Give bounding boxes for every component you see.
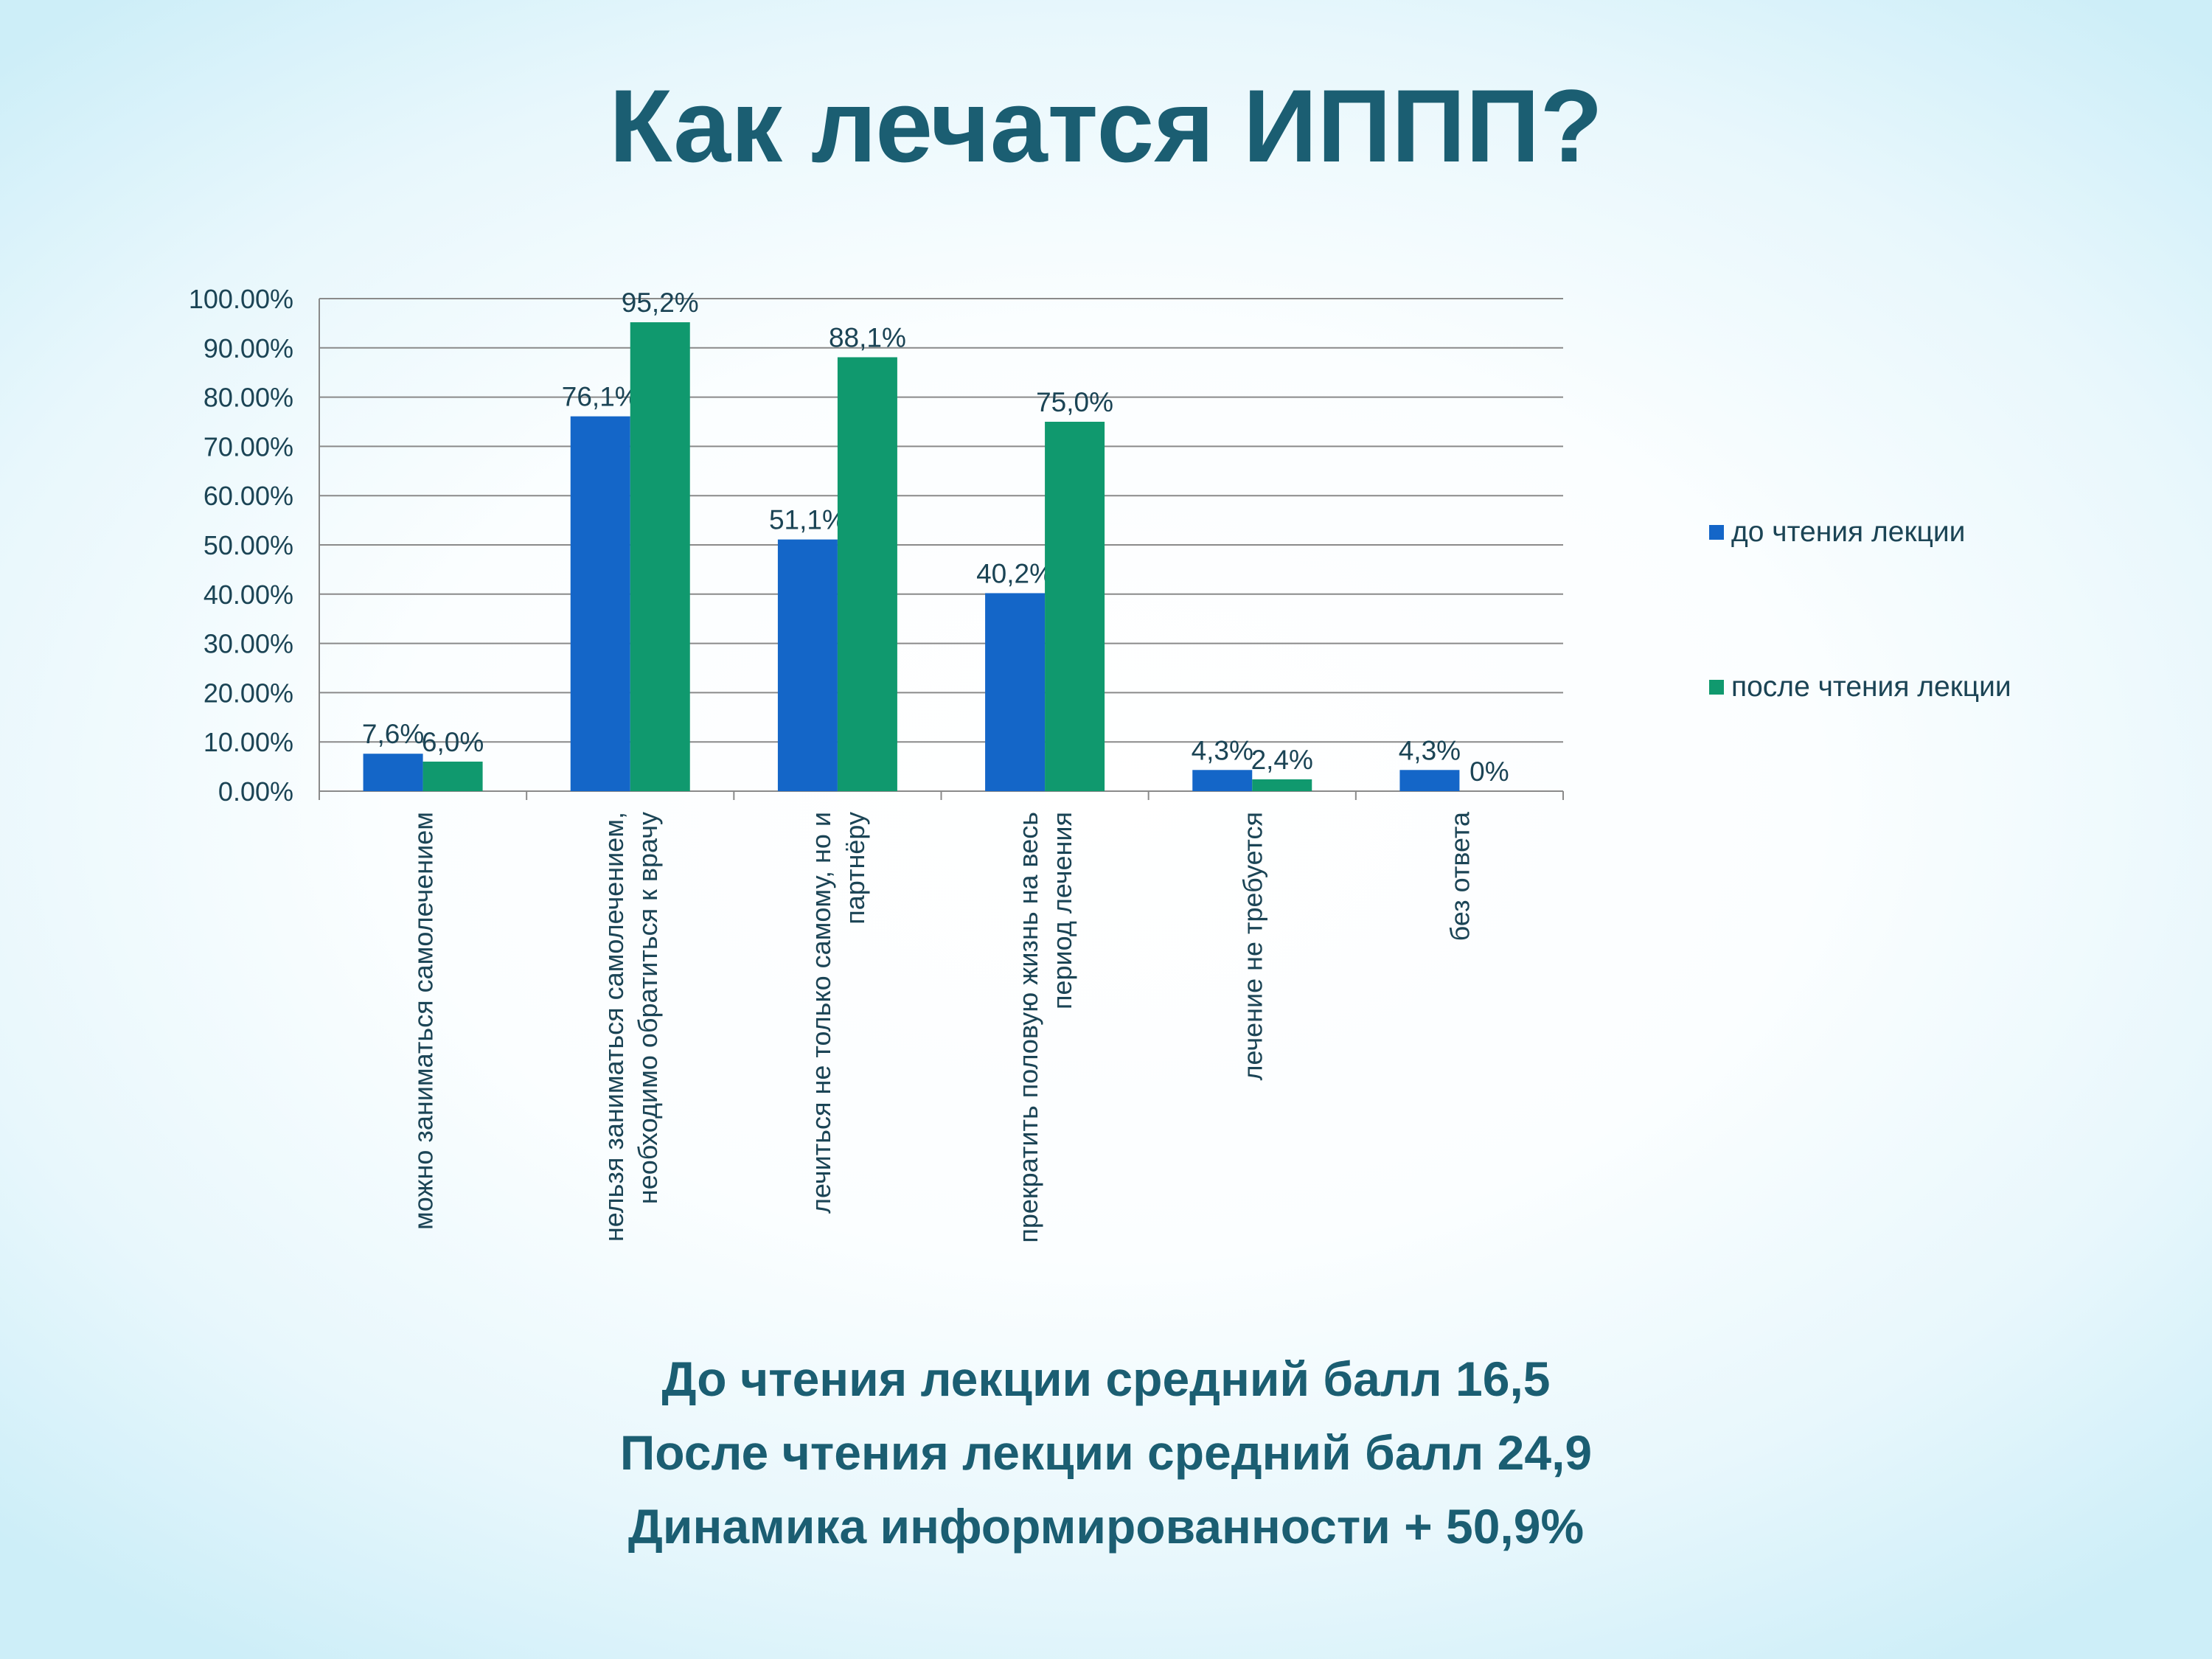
y-tick-label: 90.00% — [204, 333, 293, 364]
bar — [363, 754, 423, 791]
category-label: лечиться не только самому, но и — [806, 812, 836, 1214]
summary-block: До чтения лекции средний балл 16,5 После… — [0, 1342, 2212, 1563]
summary-before-score: До чтения лекции средний балл 16,5 — [661, 1352, 1551, 1406]
bar — [837, 357, 897, 791]
y-tick-label: 60.00% — [204, 481, 293, 511]
category-label: партнёру — [840, 812, 870, 925]
data-label: 51,1% — [769, 505, 846, 535]
data-label: 4,3% — [1192, 735, 1253, 765]
y-tick-label: 80.00% — [204, 383, 293, 413]
y-tick-label: 40.00% — [204, 580, 293, 610]
y-tick-label: 10.00% — [204, 727, 293, 757]
bar — [570, 416, 630, 791]
bar — [1045, 422, 1105, 791]
category-label: необходимо обратиться к врачу — [633, 812, 663, 1204]
summary-dynamics: Динамика информированности + 50,9% — [627, 1499, 1585, 1554]
data-label: 7,6% — [362, 719, 424, 749]
category-label: можно заниматься самолечением — [408, 812, 439, 1230]
bar — [777, 539, 838, 791]
category-label: нельзя заниматься самолечением, — [599, 812, 629, 1242]
summary-after-score: После чтения лекции средний балл 24,9 — [619, 1425, 1593, 1480]
data-label: 6,0% — [422, 727, 484, 757]
bar — [1192, 770, 1253, 791]
data-label: 4,3% — [1399, 735, 1461, 765]
data-label: 2,4% — [1251, 745, 1313, 775]
y-tick-label: 0.00% — [218, 776, 293, 807]
legend-swatch-after — [1709, 680, 1724, 695]
data-label: 75,0% — [1036, 387, 1113, 417]
category-label: лечение не требуется — [1237, 812, 1267, 1080]
bar — [985, 593, 1046, 791]
y-tick-label: 20.00% — [204, 678, 293, 708]
y-tick-label: 30.00% — [204, 629, 293, 659]
bar — [630, 322, 690, 792]
legend-label-before: до чтения лекции — [1731, 516, 1966, 548]
data-label: 95,2% — [622, 288, 699, 318]
category-label: без ответа — [1444, 811, 1475, 941]
data-label: 76,1% — [562, 382, 639, 412]
bar — [1252, 779, 1312, 791]
legend-label-after: после чтения лекции — [1731, 671, 2011, 703]
data-label: 40,2% — [976, 558, 1054, 588]
bar — [1399, 770, 1460, 791]
legend-item-before: до чтения лекции — [1709, 516, 1965, 549]
data-label: 88,1% — [829, 322, 906, 352]
bar-chart: 0.00% 10.00% 20.00% 30.00% 40.00% 50.00% 60.00… — [189, 284, 1564, 1243]
category-label: прекратить половую жизнь на весь — [1013, 812, 1043, 1243]
bar — [422, 761, 483, 791]
y-tick-label: 50.00% — [204, 530, 293, 560]
y-tick-label: 70.00% — [204, 431, 293, 462]
slide-title: Как лечатся ИППП? — [609, 68, 1603, 184]
data-label: 0% — [1470, 757, 1509, 787]
legend-item-after: после чтения лекции — [1709, 671, 2011, 703]
category-label: период лечения — [1047, 812, 1077, 1009]
legend-swatch-before — [1709, 525, 1724, 540]
y-tick-label: 100.00% — [189, 284, 293, 314]
